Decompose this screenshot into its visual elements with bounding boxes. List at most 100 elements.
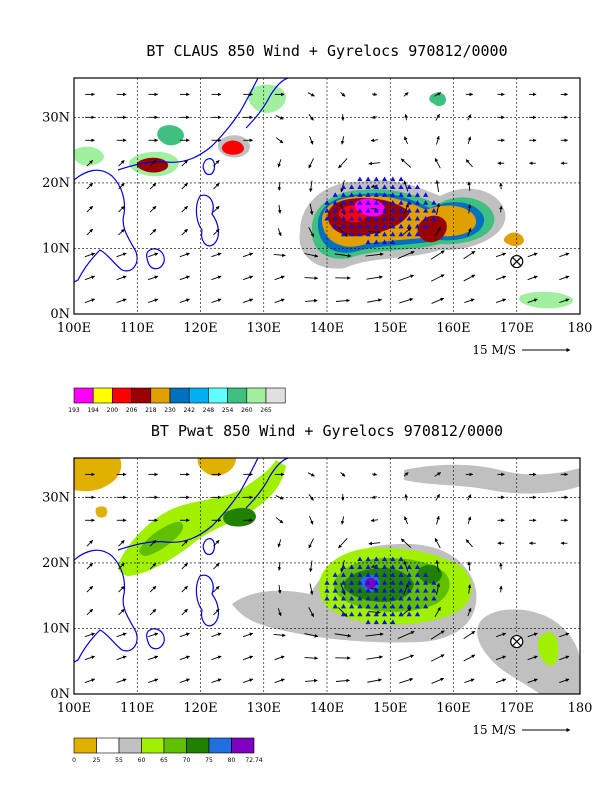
- claus-cloud-a-core: [221, 140, 244, 155]
- pwat-wind-vector: [334, 633, 352, 638]
- claus-wind-vector: [84, 298, 96, 304]
- claus-wind-vector: [181, 182, 188, 190]
- claus-gyre-triangle: [365, 184, 371, 190]
- claus-gyre-triangle: [349, 192, 355, 197]
- pwat-wind-vector: [242, 678, 254, 684]
- pwat-x-tick-160e: 160E: [436, 701, 470, 716]
- pwat-gyre-triangle: [431, 595, 437, 601]
- pwat-wind-vector: [463, 630, 476, 640]
- pwat-gyre-triangle: [390, 603, 396, 609]
- claus-gyre-cross-b: [512, 257, 522, 266]
- pwat-wind-vector: [86, 562, 94, 570]
- pwat-coast-taiwan: [202, 538, 216, 556]
- claus-wind-vector: [213, 159, 220, 167]
- pwat-gyre-triangle: [390, 580, 396, 585]
- claus-wind-vector: [431, 297, 445, 304]
- claus-colorbar-swatch: [112, 387, 132, 404]
- claus-wind-vector: [435, 179, 440, 193]
- claus-gyre-triangle: [390, 200, 396, 205]
- pwat-moist-southchina-core: [139, 521, 184, 556]
- claus-gyre-triangle: [357, 184, 363, 190]
- claus-colorbar-label: 242: [183, 407, 195, 414]
- claus-wind-vector: [148, 252, 159, 258]
- pwat-gyre-triangle: [406, 564, 412, 570]
- pwat-y-tick-0n: 0N: [50, 687, 70, 702]
- claus-wind-vector: [86, 182, 94, 190]
- pwat-wind-vector: [213, 585, 220, 593]
- pwat-colorbar-label: 75: [205, 757, 213, 764]
- claus-gyre-triangle: [357, 223, 363, 229]
- pwat-gyre-triangle: [357, 556, 363, 562]
- pwat-wind-vector: [149, 608, 157, 616]
- claus-wind-vector: [213, 182, 220, 190]
- pwat-gyre-triangle: [398, 564, 404, 570]
- pwat-gyre-triangle: [406, 611, 412, 617]
- pwat-wind-vector: [340, 472, 346, 477]
- pwat-wind-vector: [366, 655, 383, 660]
- pwat-y-tick-30n: 30N: [42, 490, 70, 505]
- claus-colorbar-label: 230: [164, 407, 176, 414]
- claus-wind-vector: [308, 227, 315, 238]
- pwat-colorbar: 0 25 55 60 65 70 75 80 72.74: [72, 737, 263, 764]
- claus-gyre-triangle: [373, 215, 379, 221]
- claus-gyre-triangle: [365, 239, 371, 245]
- claus-gyre-triangle: [398, 208, 404, 213]
- claus-gyre-triangle: [340, 184, 347, 190]
- claus-wind-vector: [242, 298, 254, 304]
- claus-gyre-triangle: [431, 215, 437, 221]
- claus-x-tick-130e: 130E: [247, 321, 281, 336]
- claus-x-tick-160e: 160E: [436, 321, 470, 336]
- pwat-reference-vector: 15 M/S: [472, 723, 571, 737]
- claus-gyre-triangle: [381, 215, 388, 221]
- claus-wind-vector: [86, 205, 94, 213]
- pwat-wind-vector: [430, 630, 445, 640]
- claus-wind-vector: [84, 275, 96, 281]
- pwat-wind-vector: [116, 655, 127, 661]
- claus-colorbar-swatch: [265, 387, 286, 404]
- pwat-wind-vector: [371, 472, 378, 477]
- claus-wind-vector: [434, 92, 442, 97]
- claus-gyre-triangle: [390, 231, 396, 237]
- claus-frame: [73, 77, 581, 315]
- claus-wind-vector: [274, 275, 285, 281]
- claus-gyre-triangle: [406, 223, 412, 229]
- claus-wind-vector: [403, 180, 409, 192]
- claus-wind-vector: [338, 158, 348, 169]
- claus-wind-vector: [559, 252, 570, 258]
- claus-wind-vector: [116, 275, 127, 281]
- pwat-gyre-triangle: [390, 595, 396, 601]
- claus-wind-vector: [179, 275, 190, 281]
- pwat-gyre-triangle: [414, 572, 421, 577]
- claus-wind-vector: [304, 253, 319, 258]
- pwat-gyre-triangle: [414, 603, 421, 609]
- pwat-gyre-triangle: [340, 603, 347, 609]
- claus-wind-vector: [309, 203, 314, 215]
- pwat-wind-vector: [434, 606, 441, 618]
- claus-wind-vector: [559, 298, 570, 304]
- claus-gyre-triangle: [406, 215, 412, 221]
- claus-gyre-triangle: [357, 192, 363, 197]
- pwat-wind-vector: [181, 585, 188, 593]
- pwat-gyre-triangle: [381, 595, 388, 601]
- pwat-gyre-triangle: [357, 572, 363, 577]
- pwat-wind-vector: [338, 538, 348, 549]
- claus-gyre-triangle: [398, 200, 404, 205]
- claus-wind-vector: [277, 181, 282, 191]
- pwat-wind-vector: [365, 632, 384, 637]
- claus-gyre-marker: [510, 254, 524, 269]
- pwat-gyre-triangle: [406, 595, 412, 601]
- claus-colorbar-label: 206: [126, 407, 138, 414]
- claus-colorbar-label: 200: [107, 407, 119, 414]
- pwat-wind-vector: [400, 538, 412, 548]
- claus-gyre-triangle: [373, 223, 379, 229]
- pwat-coast-borneo: [146, 628, 165, 650]
- claus-x-tick-120e: 120E: [183, 321, 217, 336]
- claus-coast-philippines: [195, 194, 220, 247]
- claus-gyre-triangle: [373, 192, 379, 197]
- pwat-coast-japan: [245, 458, 289, 509]
- pwat-wind-vector: [118, 562, 125, 570]
- claus-gyre-triangle: [381, 231, 388, 237]
- pwat-gyre-triangle: [406, 603, 412, 609]
- claus-gyre-triangle: [365, 231, 371, 237]
- claus-wind-vector: [495, 298, 507, 304]
